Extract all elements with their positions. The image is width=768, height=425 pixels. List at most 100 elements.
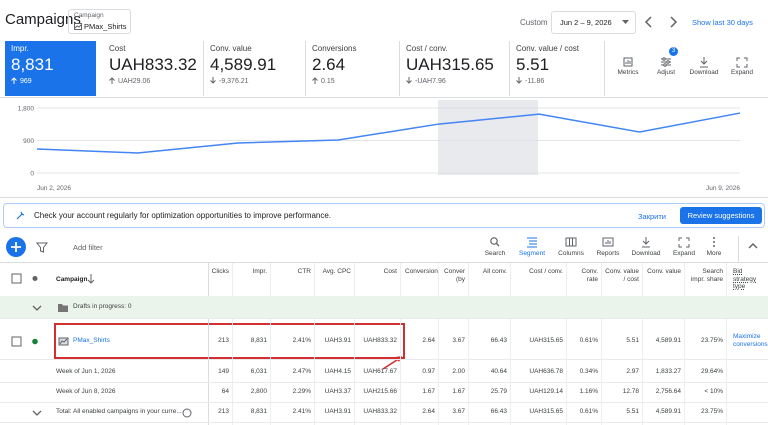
toolbar-label[interactable]: Search <box>484 250 506 257</box>
cell: UAH833.32 <box>363 408 397 415</box>
filter-icon[interactable] <box>35 242 49 253</box>
y-tick-label: 900 <box>23 138 34 145</box>
tool-label[interactable]: Adjust <box>656 69 676 76</box>
trend-arrow <box>312 77 318 84</box>
toolbar-label[interactable]: Segment <box>518 250 546 257</box>
tool-icon[interactable] <box>697 56 711 68</box>
date-picker[interactable]: Jun 2 – 9, 2026 <box>551 11 636 34</box>
header-checkbox[interactable] <box>10 273 24 285</box>
add-filter[interactable]: Add filter <box>73 243 103 252</box>
cell: 149 <box>218 368 229 375</box>
metric-card[interactable]: Conversions 2.64 0.15 <box>306 41 400 96</box>
column-header[interactable]: Avg. CPC <box>322 268 351 275</box>
metric-change: -UAH7.96 <box>406 77 503 85</box>
help-icon <box>182 408 192 418</box>
column-border <box>726 263 727 425</box>
collapse-button[interactable] <box>746 240 760 252</box>
tool-icon[interactable] <box>659 56 673 68</box>
column-header[interactable]: Cost <box>383 268 397 275</box>
review-button[interactable]: Review suggestions <box>680 207 762 224</box>
cell: UAH833.32 <box>363 337 397 344</box>
row-label: Week of Jun 8, 2026 <box>56 388 116 395</box>
trend-arrow <box>109 77 115 84</box>
tool-label[interactable]: Download <box>689 69 719 76</box>
tool-label[interactable]: Expand <box>730 69 754 76</box>
campaign-label: Campaign <box>74 12 104 19</box>
column-header[interactable]: Impr. <box>252 268 267 275</box>
change-value: UAH29.06 <box>118 78 151 85</box>
metric-label: Impr. <box>11 44 29 53</box>
column-header[interactable]: Clicks <box>211 268 229 275</box>
cell[interactable]: Maximize conversions <box>733 333 768 348</box>
toolbar-icon[interactable] <box>601 236 615 248</box>
cell: 0.97 <box>422 368 435 375</box>
column-header[interactable]: Conv. rate <box>581 268 599 283</box>
highlight-box <box>54 323 405 359</box>
toolbar-label[interactable]: Expand <box>672 250 696 257</box>
dropdown-caret <box>622 20 629 24</box>
date-nav[interactable] <box>643 16 683 28</box>
table-row <box>0 362 768 383</box>
toolbar-icon[interactable] <box>525 236 539 248</box>
shortcut-link[interactable]: Show last 30 days <box>692 18 753 27</box>
row-checkbox[interactable] <box>10 336 24 348</box>
campaign-icon <box>58 337 69 346</box>
trend-arrow <box>210 77 216 84</box>
column-header[interactable]: Bid strategy type <box>733 268 757 290</box>
metric-card[interactable]: Cost UAH833.32 UAH29.06 <box>103 41 204 96</box>
toolbar-label[interactable]: Download <box>631 250 661 257</box>
toolbar-icon[interactable] <box>639 236 653 248</box>
row-label: Total: All enabled campaigns in your cur… <box>56 408 182 415</box>
cell: 213 <box>218 337 229 344</box>
column-header[interactable]: Conv. value <box>647 268 681 275</box>
expand-chevron[interactable] <box>30 407 44 419</box>
table-row <box>0 323 768 360</box>
expand-chevron[interactable] <box>30 302 44 314</box>
column-header[interactable]: Conversion <box>405 268 438 275</box>
column-header[interactable]: Cost / conv. <box>529 268 563 275</box>
dismiss-button[interactable]: Закрити <box>638 212 666 221</box>
toolbar-icon[interactable] <box>707 236 721 248</box>
cell: 3.67 <box>452 337 465 344</box>
metric-card[interactable]: Impr. 8,831 969 <box>5 41 96 96</box>
toolbar-label[interactable]: Columns <box>558 250 584 257</box>
toolbar-label[interactable]: More <box>706 250 722 257</box>
metric-card[interactable]: Conv. value 4,589.91 -9,376.21 <box>204 41 306 96</box>
y-tick-label: 1,800 <box>18 106 35 113</box>
metric-label: Cost / conv. <box>406 44 448 53</box>
metric-card[interactable]: Conv. value / cost 5.51 -11.86 <box>510 41 605 96</box>
toolbar-icons <box>6 237 49 257</box>
chart: 0 900 1,800 Jun 2, 2026 Jun 9, 2026 <box>18 100 741 192</box>
row-label[interactable]: PMax_Shirts <box>73 337 110 344</box>
toolbar-icon[interactable] <box>564 236 578 248</box>
column-header[interactable]: Conv. value / cost <box>605 268 639 283</box>
cell: 0.61% <box>579 408 598 415</box>
column-header[interactable]: Search impr. share <box>690 268 723 283</box>
cell: UAH617.67 <box>363 368 397 375</box>
column-header[interactable]: All conv. <box>482 268 507 275</box>
tool-icon[interactable] <box>621 56 635 68</box>
cell: 5.51 <box>626 408 639 415</box>
campaign-selector[interactable]: Campaign PMax_Shirts <box>68 9 131 34</box>
impressions-line <box>36 112 741 154</box>
column-border <box>684 263 685 425</box>
toolbar-icon[interactable] <box>677 236 691 248</box>
cell: 2.41% <box>292 408 311 415</box>
campaign-header[interactable]: Campaign <box>56 276 88 283</box>
tool-label[interactable]: Metrics <box>617 69 639 76</box>
column-header[interactable]: Conver (by <box>444 268 465 283</box>
cell: 213 <box>218 408 229 415</box>
toolbar-icon[interactable] <box>488 236 502 248</box>
tool-icon[interactable] <box>735 56 749 68</box>
cell: 1.67 <box>452 388 465 395</box>
divider <box>0 97 768 98</box>
toolbar-label[interactable]: Reports <box>596 250 620 257</box>
metric-card[interactable]: Cost / conv. UAH315.65 -UAH7.96 <box>400 41 510 96</box>
cell: 66.43 <box>490 337 507 344</box>
campaign-name: PMax_Shirts <box>84 22 127 31</box>
cell: UAH4.15 <box>324 368 351 375</box>
divider <box>0 197 768 198</box>
column-border <box>232 263 233 425</box>
column-header[interactable]: CTR <box>297 268 311 275</box>
row-label: Week of Jun 1, 2026 <box>56 368 116 375</box>
